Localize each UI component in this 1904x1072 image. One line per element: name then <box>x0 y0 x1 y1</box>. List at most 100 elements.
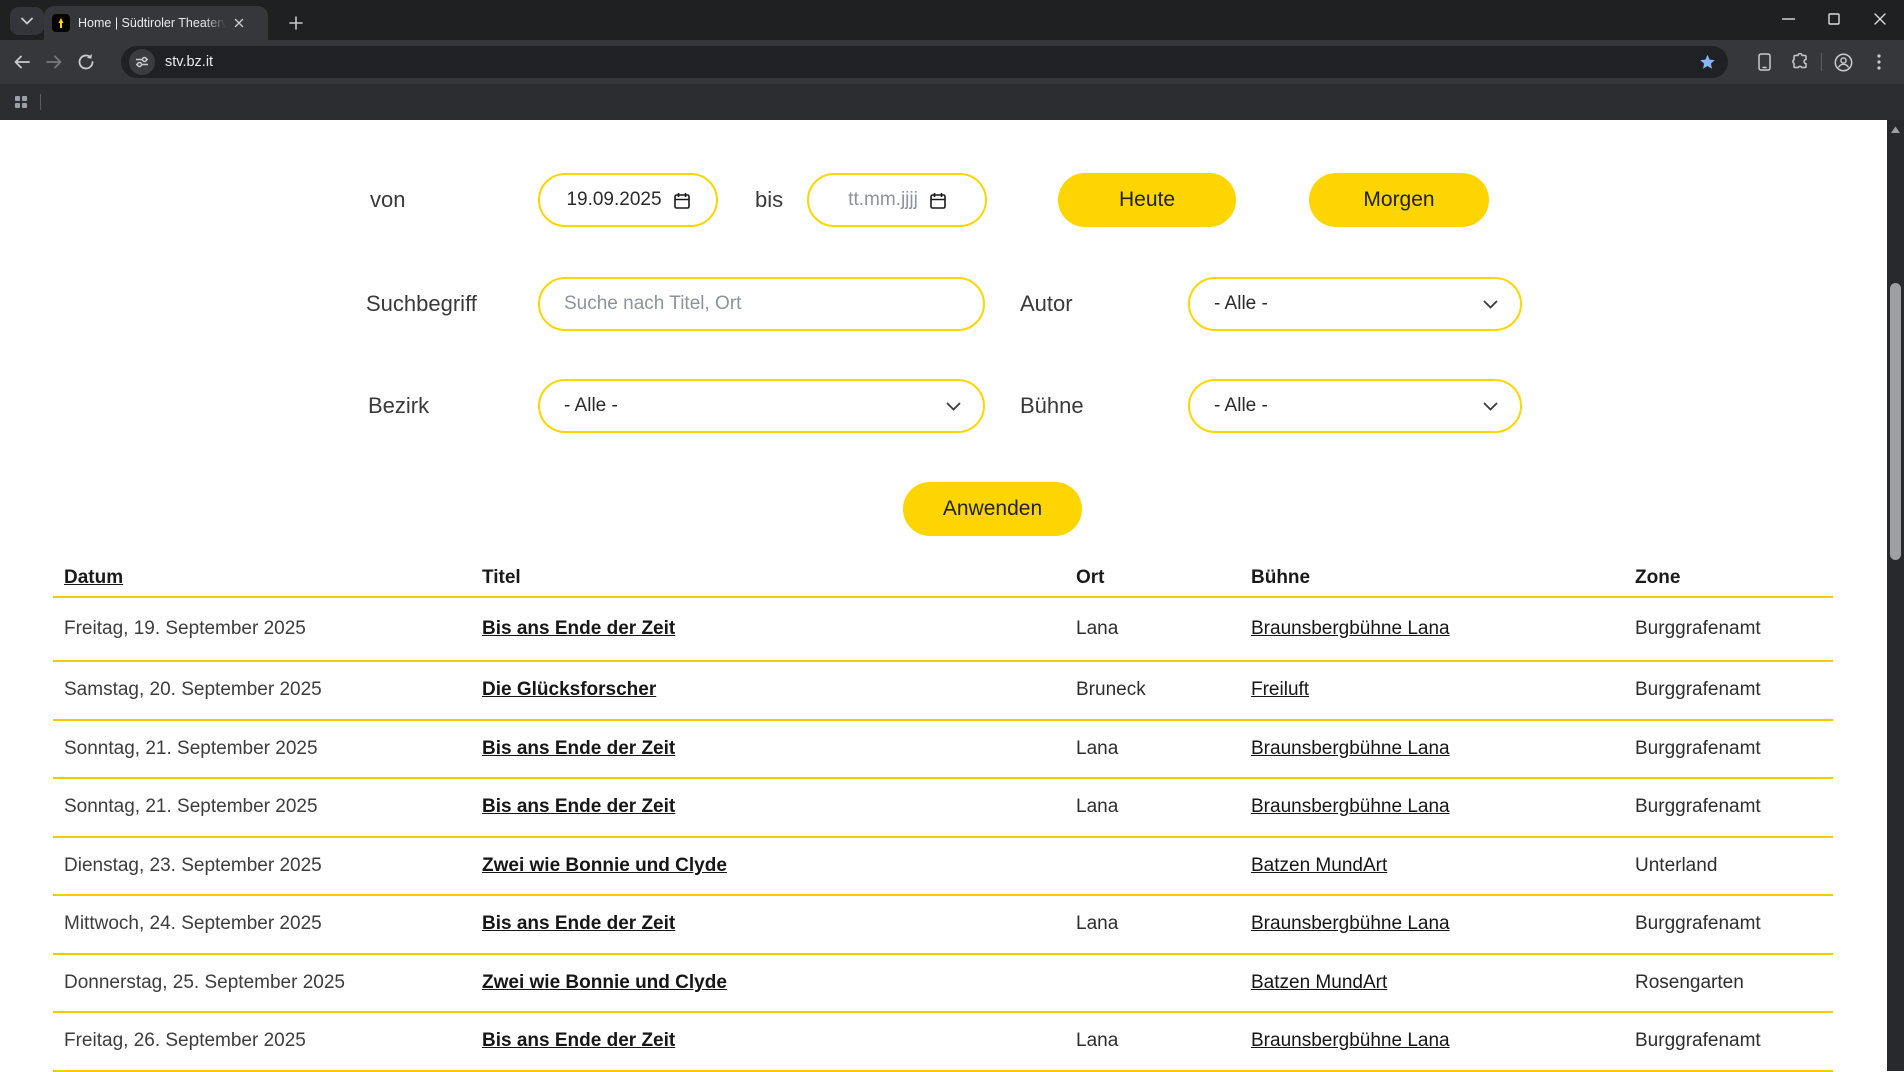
url-text[interactable]: stv.bz.it <box>165 54 1694 70</box>
buehne-selected-value: - Alle - <box>1214 395 1268 417</box>
cell-zone: Rosengarten <box>1635 972 1833 994</box>
cell-zone: Burggrafenamt <box>1635 796 1833 818</box>
date-from-input[interactable]: 19.09.2025 <box>538 173 718 227</box>
back-button[interactable] <box>6 46 38 78</box>
table-body: Freitag, 19. September 2025 Bis ans Ende… <box>53 598 1833 1072</box>
bis-label: bis <box>755 187 783 213</box>
autor-selected-value: - Alle - <box>1214 293 1268 315</box>
buehne-select[interactable]: - Alle - <box>1188 379 1522 433</box>
buehne-link[interactable]: Freiluft <box>1251 679 1309 700</box>
autor-label: Autor <box>1020 291 1073 317</box>
header-zone: Zone <box>1635 567 1833 589</box>
chevron-down-icon <box>21 17 33 25</box>
header-datum[interactable]: Datum <box>64 567 123 589</box>
date-to-input[interactable]: tt.mm.jjjj <box>807 173 987 227</box>
event-title-link[interactable]: Zwei wie Bonnie und Clyde <box>482 855 727 876</box>
buehne-link[interactable]: Braunsbergbühne Lana <box>1251 1030 1450 1051</box>
event-title-link[interactable]: Bis ans Ende der Zeit <box>482 913 675 934</box>
tab-close-icon[interactable] <box>230 14 248 32</box>
buehne-link[interactable]: Braunsbergbühne Lana <box>1251 796 1450 817</box>
cell-ort: Lana <box>1076 913 1251 935</box>
table-row: Sonntag, 21. September 2025 Bis ans Ende… <box>53 779 1833 838</box>
bookmarks-separator <box>40 94 41 110</box>
scrollbar-thumb[interactable] <box>1890 283 1901 560</box>
minimize-icon <box>1782 18 1795 20</box>
new-tab-button[interactable] <box>282 9 310 37</box>
cell-zone: Burggrafenamt <box>1635 1030 1833 1052</box>
event-title-link[interactable]: Bis ans Ende der Zeit <box>482 796 675 817</box>
bookmark-star-icon[interactable] <box>1694 49 1720 75</box>
reload-button[interactable] <box>70 46 102 78</box>
back-arrow-icon <box>13 54 31 70</box>
buehne-label: Bühne <box>1020 393 1084 419</box>
table-row: Dienstag, 23. September 2025 Zwei wie Bo… <box>53 838 1833 897</box>
von-label: von <box>370 187 405 213</box>
buehne-link[interactable]: Batzen MundArt <box>1251 855 1387 876</box>
cell-datum: Freitag, 26. September 2025 <box>53 1030 482 1052</box>
window-close-button[interactable] <box>1857 0 1903 38</box>
date-from-value: 19.09.2025 <box>566 189 661 211</box>
morgen-button[interactable]: Morgen <box>1309 173 1489 227</box>
url-bar[interactable]: stv.bz.it <box>121 46 1728 78</box>
reload-icon <box>77 53 95 71</box>
apps-grid-icon[interactable] <box>6 89 36 115</box>
bezirk-selected-value: - Alle - <box>564 395 618 417</box>
forward-button[interactable] <box>38 46 70 78</box>
page-content: von 19.09.2025 bis tt.mm.jjjj Heute Morg… <box>0 120 1887 1071</box>
scroll-up-arrow-icon[interactable] <box>1890 125 1901 135</box>
buehne-link[interactable]: Braunsbergbühne Lana <box>1251 618 1450 639</box>
cell-datum: Sonntag, 21. September 2025 <box>53 796 482 818</box>
device-icon[interactable] <box>1749 47 1779 77</box>
chevron-down-icon <box>1483 402 1498 411</box>
calendar-icon[interactable] <box>930 192 946 209</box>
menu-kebab-icon[interactable] <box>1864 47 1894 77</box>
cell-datum: Donnerstag, 25. September 2025 <box>53 972 482 994</box>
table-header-row: Datum Titel Ort Bühne Zone <box>53 560 1833 598</box>
date-to-placeholder: tt.mm.jjjj <box>848 189 918 211</box>
bezirk-label: Bezirk <box>368 393 429 419</box>
cell-ort: Lana <box>1076 738 1251 760</box>
site-settings-icon[interactable] <box>129 49 155 75</box>
search-input[interactable]: Suche nach Titel, Ort <box>538 277 985 331</box>
tab-search-button[interactable] <box>10 7 44 35</box>
window-minimize-button[interactable] <box>1765 0 1811 38</box>
toolbar-right-icons <box>1749 46 1894 78</box>
cell-datum: Samstag, 20. September 2025 <box>53 679 482 701</box>
autor-select[interactable]: - Alle - <box>1188 277 1522 331</box>
event-title-link[interactable]: Bis ans Ende der Zeit <box>482 618 675 639</box>
table-row: Freitag, 26. September 2025 Bis ans Ende… <box>53 1013 1833 1072</box>
suchbegriff-label: Suchbegriff <box>366 291 477 317</box>
table-row: Donnerstag, 25. September 2025 Zwei wie … <box>53 955 1833 1014</box>
event-title-link[interactable]: Bis ans Ende der Zeit <box>482 1030 675 1051</box>
active-tab[interactable]: Home | Südtiroler Theaterverba <box>44 6 268 40</box>
calendar-icon[interactable] <box>674 192 690 209</box>
window-maximize-button[interactable] <box>1811 0 1857 38</box>
cell-zone: Burggrafenamt <box>1635 738 1833 760</box>
table-row: Mittwoch, 24. September 2025 Bis ans End… <box>53 896 1833 955</box>
profile-avatar-icon[interactable] <box>1828 47 1858 77</box>
bezirk-select[interactable]: - Alle - <box>538 379 985 433</box>
plus-icon <box>289 16 303 30</box>
cell-zone: Unterland <box>1635 855 1833 877</box>
buehne-link[interactable]: Batzen MundArt <box>1251 972 1387 993</box>
buehne-link[interactable]: Braunsbergbühne Lana <box>1251 738 1450 759</box>
cell-zone: Burggrafenamt <box>1635 618 1833 640</box>
table-row: Freitag, 19. September 2025 Bis ans Ende… <box>53 598 1833 662</box>
search-placeholder: Suche nach Titel, Ort <box>564 293 741 315</box>
cell-datum: Freitag, 19. September 2025 <box>53 618 482 640</box>
cell-zone: Burggrafenamt <box>1635 679 1833 701</box>
buehne-link[interactable]: Braunsbergbühne Lana <box>1251 913 1450 934</box>
heute-button[interactable]: Heute <box>1058 173 1236 227</box>
extensions-icon[interactable] <box>1785 47 1815 77</box>
cell-ort: Lana <box>1076 1030 1251 1052</box>
vertical-scrollbar[interactable] <box>1887 120 1904 1071</box>
close-icon <box>1874 13 1886 25</box>
event-title-link[interactable]: Bis ans Ende der Zeit <box>482 738 675 759</box>
event-title-link[interactable]: Die Glücksforscher <box>482 679 656 700</box>
event-title-link[interactable]: Zwei wie Bonnie und Clyde <box>482 972 727 993</box>
cell-ort: Lana <box>1076 796 1251 818</box>
forward-arrow-icon <box>45 54 63 70</box>
events-table: Datum Titel Ort Bühne Zone Freitag, 19. … <box>53 560 1833 1072</box>
anwenden-button[interactable]: Anwenden <box>903 482 1082 536</box>
